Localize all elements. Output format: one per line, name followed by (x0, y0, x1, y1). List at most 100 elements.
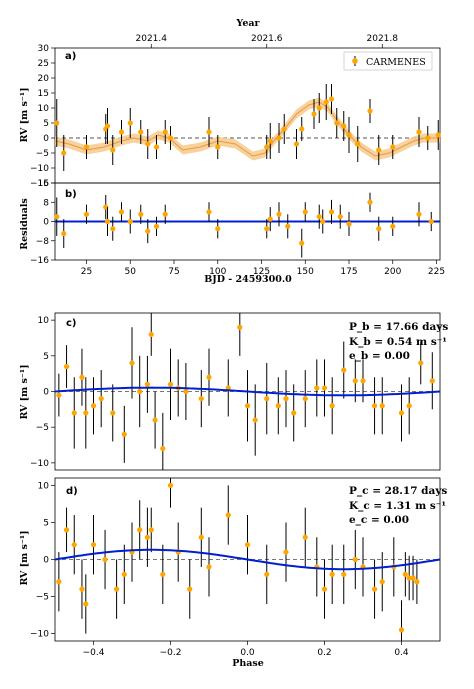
data-point-d-34 (402, 571, 408, 577)
data-point-b-19 (302, 209, 308, 215)
data-point-c-29 (314, 385, 320, 391)
data-point-b-1 (61, 230, 67, 237)
data-point-c-7 (110, 410, 116, 416)
panel-c-eccentricity: e_b = 0.00 (349, 350, 410, 363)
data-point-c-8 (121, 431, 127, 437)
panel-c: c) RV [m s⁻¹] P_b = 17.66 days K_b = 0.5… (19, 318, 448, 420)
y-tick-label-d-0: 10 (38, 481, 50, 491)
data-point-b-4 (104, 218, 111, 225)
y-tick-label-b-1: 8 (43, 198, 49, 208)
data-point-d-31 (379, 579, 385, 585)
data-point-c-10 (137, 388, 143, 395)
data-point-c-24 (264, 396, 270, 402)
data-point-d-37 (414, 579, 420, 585)
data-point-b-5 (110, 226, 116, 232)
x-tick-label-d-1: −0.2 (160, 648, 182, 658)
data-point-b-17 (285, 223, 291, 229)
panel-c-ylabel: RV [m s⁻¹] (19, 364, 30, 419)
legend-box (343, 51, 433, 71)
y-tick-label-c-0: 10 (38, 316, 50, 326)
data-point-b-27 (390, 223, 396, 229)
data-point-a-12 (167, 135, 174, 141)
data-point-c-0 (56, 392, 62, 398)
data-point-b-25 (367, 199, 373, 205)
data-point-c-5 (90, 403, 97, 409)
data-point-b-9 (145, 228, 151, 234)
data-point-c-13 (152, 417, 158, 423)
panel-b-label: b) (65, 189, 77, 200)
x-tick-label-d-4: 0.4 (394, 648, 409, 658)
keplerian-curve-c (54, 386, 441, 397)
y-tick-label-c-3: −5 (36, 423, 49, 433)
data-point-a-20 (299, 126, 305, 132)
data-point-c-1 (63, 363, 70, 370)
y-tick-label-a-8: −10 (30, 164, 49, 174)
data-point-a-5 (110, 147, 116, 153)
data-point-d-0 (56, 579, 62, 585)
x-tick-label-d-0: −0.4 (83, 648, 105, 658)
data-point-c-21 (237, 324, 243, 330)
data-point-a-34 (435, 132, 441, 138)
data-point-c-30 (321, 385, 328, 391)
data-point-b-2 (83, 211, 90, 217)
data-point-a-7 (127, 120, 133, 126)
data-point-b-20 (316, 214, 322, 220)
data-point-c-28 (302, 396, 308, 402)
data-point-c-34 (360, 378, 366, 384)
data-point-d-33 (398, 627, 405, 633)
data-point-a-9 (145, 141, 151, 147)
data-point-b-26 (376, 226, 382, 232)
data-point-d-19 (225, 512, 231, 518)
data-point-d-23 (302, 534, 308, 540)
data-point-c-27 (291, 410, 297, 416)
data-point-d-1 (63, 527, 70, 533)
data-point-a-32 (416, 129, 422, 135)
data-point-d-20 (244, 542, 251, 548)
data-point-b-14 (264, 226, 270, 232)
data-point-a-16 (267, 138, 273, 144)
model-band (55, 97, 440, 161)
top-tick-label-0: 2021.4 (136, 34, 168, 44)
data-point-a-26 (341, 123, 347, 129)
data-point-a-8 (138, 129, 144, 135)
data-point-a-2 (83, 144, 90, 150)
data-point-d-28 (352, 556, 358, 563)
y-tick-label-b-2: 0 (43, 218, 49, 228)
data-point-d-4 (83, 601, 89, 607)
x-tick-label-b-7: 200 (384, 267, 401, 277)
data-point-c-4 (83, 410, 89, 416)
panel-d-xlabel: Phase (232, 658, 264, 669)
data-point-b-13 (215, 226, 221, 232)
panel-a-ylabel: RV [m s⁻¹] (19, 87, 30, 142)
data-point-a-18 (281, 126, 287, 132)
data-point-b-16 (276, 211, 282, 217)
x-tick-label-b-3: 100 (209, 267, 226, 277)
x-tick-label-d-2: 0.0 (240, 648, 255, 658)
data-point-c-25 (275, 403, 281, 409)
data-point-a-10 (153, 144, 160, 150)
data-point-a-4 (104, 123, 111, 129)
panel-b: b) Residuals BJD - 2459300.0 (19, 189, 292, 285)
panel-d: d) RV [m s⁻¹] Phase P_c = 28.17 days K_c… (19, 485, 447, 669)
data-point-c-19 (206, 374, 212, 380)
data-point-a-0 (54, 120, 60, 126)
data-point-d-7 (114, 586, 120, 592)
data-point-a-33 (425, 135, 431, 141)
data-point-b-15 (267, 216, 273, 222)
data-point-b-6 (118, 209, 125, 215)
data-point-a-28 (355, 141, 361, 147)
panel-a-label: a) (65, 51, 76, 62)
data-point-a-27 (346, 132, 352, 138)
data-point-b-0 (54, 214, 60, 220)
data-point-b-23 (337, 214, 343, 220)
x-tick-label-b-4: 125 (253, 267, 270, 277)
data-point-a-25 (334, 120, 340, 126)
data-point-c-17 (183, 388, 189, 395)
data-point-d-36 (410, 575, 416, 581)
data-point-c-22 (244, 403, 251, 409)
data-point-b-7 (127, 218, 133, 225)
data-point-c-12 (148, 331, 154, 338)
y-tick-label-b-0: 16 (38, 179, 50, 189)
